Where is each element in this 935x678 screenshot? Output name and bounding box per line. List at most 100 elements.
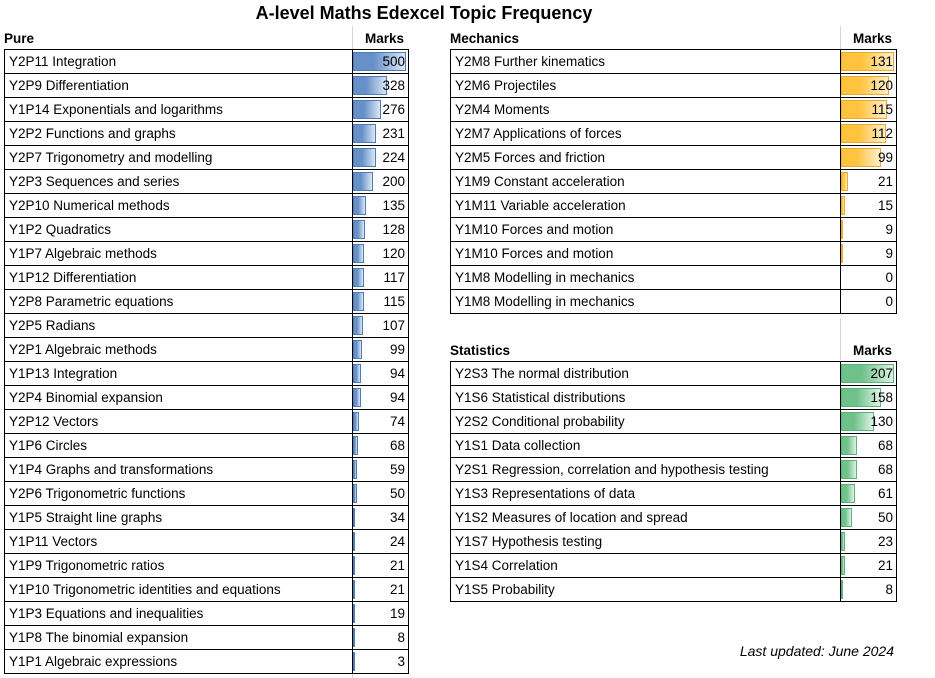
- topic-cell[interactable]: Y1P14 Exponentials and logarithms: [4, 97, 353, 122]
- marks-cell[interactable]: 200: [352, 169, 409, 194]
- topic-cell[interactable]: Y2P3 Sequences and series: [4, 169, 353, 194]
- topic-cell[interactable]: Y2M7 Applications of forces: [450, 121, 841, 146]
- topic-cell[interactable]: Y1P3 Equations and inequalities: [4, 601, 353, 626]
- topic-cell[interactable]: Y1S1 Data collection: [450, 433, 841, 458]
- topic-cell[interactable]: Y1M8 Modelling in mechanics: [450, 289, 841, 314]
- topic-cell[interactable]: Y2P7 Trigonometry and modelling: [4, 145, 353, 170]
- marks-cell[interactable]: 21: [840, 553, 897, 578]
- marks-cell[interactable]: 117: [352, 265, 409, 290]
- marks-cell[interactable]: 120: [840, 73, 897, 98]
- marks-cell[interactable]: 68: [840, 433, 897, 458]
- topic-cell[interactable]: Y2S3 The normal distribution: [450, 361, 841, 386]
- topic-cell[interactable]: Y1P9 Trigonometric ratios: [4, 553, 353, 578]
- marks-cell[interactable]: 21: [352, 577, 409, 602]
- marks-cell[interactable]: 21: [352, 553, 409, 578]
- topic-cell[interactable]: Y2S2 Conditional probability: [450, 409, 841, 434]
- topic-cell[interactable]: Y2M5 Forces and friction: [450, 145, 841, 170]
- topic-cell[interactable]: Y2M8 Further kinematics: [450, 49, 841, 74]
- topic-cell[interactable]: Y1P13 Integration: [4, 361, 353, 386]
- topic-cell[interactable]: Y1P12 Differentiation: [4, 265, 353, 290]
- marks-cell[interactable]: 500: [352, 49, 409, 74]
- topic-cell[interactable]: Y1M9 Constant acceleration: [450, 169, 841, 194]
- topic-cell[interactable]: Y2P8 Parametric equations: [4, 289, 353, 314]
- marks-value: 19: [389, 606, 405, 621]
- topic-cell[interactable]: Y1M11 Variable acceleration: [450, 193, 841, 218]
- topic-cell[interactable]: Y1P7 Algebraic methods: [4, 241, 353, 266]
- topic-cell[interactable]: Y2P2 Functions and graphs: [4, 121, 353, 146]
- marks-cell[interactable]: 68: [840, 457, 897, 482]
- marks-cell[interactable]: 50: [840, 505, 897, 530]
- topic-cell[interactable]: Y2P4 Binomial expansion: [4, 385, 353, 410]
- topic-cell[interactable]: Y1S3 Representations of data: [450, 481, 841, 506]
- marks-value: 68: [877, 462, 893, 477]
- marks-cell[interactable]: 231: [352, 121, 409, 146]
- marks-cell[interactable]: 0: [840, 289, 897, 314]
- data-bar: [353, 532, 355, 551]
- topic-cell[interactable]: Y1M10 Forces and motion: [450, 241, 841, 266]
- marks-cell[interactable]: 115: [840, 97, 897, 122]
- topic-cell[interactable]: Y1P4 Graphs and transformations: [4, 457, 353, 482]
- topic-cell[interactable]: Y1S2 Measures of location and spread: [450, 505, 841, 530]
- marks-cell[interactable]: 130: [840, 409, 897, 434]
- topic-cell[interactable]: Y1S4 Correlation: [450, 553, 841, 578]
- topic-cell[interactable]: Y2P9 Differentiation: [4, 73, 353, 98]
- marks-cell[interactable]: 99: [352, 337, 409, 362]
- marks-cell[interactable]: 9: [840, 217, 897, 242]
- marks-cell[interactable]: 94: [352, 361, 409, 386]
- gridline: [352, 674, 353, 678]
- marks-cell[interactable]: 115: [352, 289, 409, 314]
- marks-cell[interactable]: 128: [352, 217, 409, 242]
- topic-cell[interactable]: Y1S5 Probability: [450, 577, 841, 602]
- marks-cell[interactable]: 276: [352, 97, 409, 122]
- topic-cell[interactable]: Y1P11 Vectors: [4, 529, 353, 554]
- topic-cell[interactable]: Y2S1 Regression, correlation and hypothe…: [450, 457, 841, 482]
- marks-cell[interactable]: 94: [352, 385, 409, 410]
- topic-cell[interactable]: Y1P5 Straight line graphs: [4, 505, 353, 530]
- topic-cell[interactable]: Y1P1 Algebraic expressions: [4, 649, 353, 674]
- topic-cell[interactable]: Y2P11 Integration: [4, 49, 353, 74]
- marks-cell[interactable]: 19: [352, 601, 409, 626]
- table-row: Y1S3 Representations of data 61: [450, 481, 897, 506]
- marks-cell[interactable]: 9: [840, 241, 897, 266]
- marks-cell[interactable]: 8: [840, 577, 897, 602]
- marks-cell[interactable]: 34: [352, 505, 409, 530]
- marks-cell[interactable]: 120: [352, 241, 409, 266]
- marks-cell[interactable]: 99: [840, 145, 897, 170]
- topic-cell[interactable]: Y1M10 Forces and motion: [450, 217, 841, 242]
- topic-cell[interactable]: Y2P6 Trigonometric functions: [4, 481, 353, 506]
- marks-cell[interactable]: 158: [840, 385, 897, 410]
- marks-cell[interactable]: 224: [352, 145, 409, 170]
- topic-cell[interactable]: Y2P5 Radians: [4, 313, 353, 338]
- marks-cell[interactable]: 207: [840, 361, 897, 386]
- topic-cell[interactable]: Y1S7 Hypothesis testing: [450, 529, 841, 554]
- marks-cell[interactable]: 21: [840, 169, 897, 194]
- marks-cell[interactable]: 23: [840, 529, 897, 554]
- marks-cell[interactable]: 74: [352, 409, 409, 434]
- marks-cell[interactable]: 0: [840, 265, 897, 290]
- table-row: Y1P5 Straight line graphs 34: [4, 505, 409, 530]
- marks-cell[interactable]: 15: [840, 193, 897, 218]
- topic-cell[interactable]: Y2P1 Algebraic methods: [4, 337, 353, 362]
- marks-cell[interactable]: 8: [352, 625, 409, 650]
- marks-cell[interactable]: 107: [352, 313, 409, 338]
- marks-cell[interactable]: 131: [840, 49, 897, 74]
- marks-cell[interactable]: 68: [352, 433, 409, 458]
- topic-cell[interactable]: Y1P2 Quadratics: [4, 217, 353, 242]
- topic-cell[interactable]: Y2P10 Numerical methods: [4, 193, 353, 218]
- topic-cell[interactable]: Y1P10 Trigonometric identities and equat…: [4, 577, 353, 602]
- topic-cell[interactable]: Y2P12 Vectors: [4, 409, 353, 434]
- topic-cell[interactable]: Y2M6 Projectiles: [450, 73, 841, 98]
- marks-cell[interactable]: 50: [352, 481, 409, 506]
- marks-cell[interactable]: 135: [352, 193, 409, 218]
- topic-cell[interactable]: Y1S6 Statistical distributions: [450, 385, 841, 410]
- marks-cell[interactable]: 59: [352, 457, 409, 482]
- marks-cell[interactable]: 61: [840, 481, 897, 506]
- topic-cell[interactable]: Y1M8 Modelling in mechanics: [450, 265, 841, 290]
- topic-cell[interactable]: Y1P6 Circles: [4, 433, 353, 458]
- topic-cell[interactable]: Y2M4 Moments: [450, 97, 841, 122]
- marks-cell[interactable]: 24: [352, 529, 409, 554]
- marks-cell[interactable]: 3: [352, 649, 409, 674]
- topic-cell[interactable]: Y1P8 The binomial expansion: [4, 625, 353, 650]
- marks-cell[interactable]: 328: [352, 73, 409, 98]
- marks-cell[interactable]: 112: [840, 121, 897, 146]
